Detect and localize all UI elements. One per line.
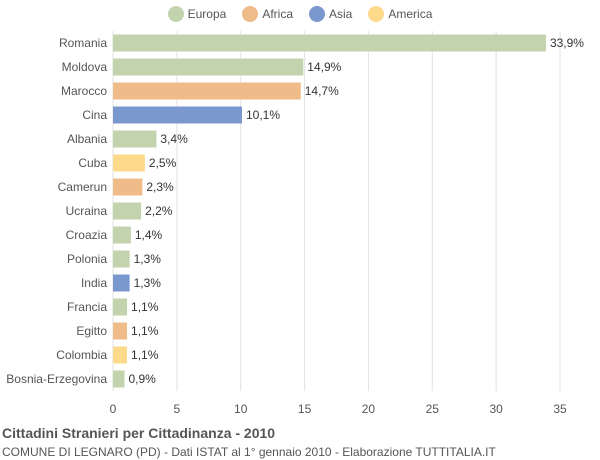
value-label: 33,9% bbox=[550, 36, 584, 50]
legend-label: America bbox=[388, 7, 433, 21]
category-label: Ucraina bbox=[66, 204, 108, 218]
bar-egitto bbox=[113, 322, 128, 340]
bar-cuba bbox=[113, 154, 145, 172]
value-label: 1,3% bbox=[134, 252, 162, 266]
bars bbox=[113, 34, 546, 388]
category-label: Cuba bbox=[78, 156, 107, 170]
category-label: Marocco bbox=[61, 84, 107, 98]
legend-swatch bbox=[242, 6, 259, 22]
legend-item-africa: Africa bbox=[242, 6, 293, 22]
category-label: Bosnia-Erzegovina bbox=[6, 372, 107, 386]
category-label: Camerun bbox=[58, 180, 107, 194]
category-label: Colombia bbox=[56, 348, 107, 362]
category-label: Albania bbox=[67, 132, 107, 146]
value-label: 1,1% bbox=[131, 324, 159, 338]
value-label: 1,1% bbox=[131, 348, 159, 362]
x-tick-label: 20 bbox=[362, 402, 376, 416]
bar-croazia bbox=[113, 226, 131, 244]
category-label: Egitto bbox=[76, 324, 107, 338]
bar-francia bbox=[113, 298, 128, 316]
value-labels: 33,9% 14,9% 14,7% 10,1% 3,4% 2,5% 2,3% 2,2% 1,4%… bbox=[128, 36, 584, 386]
bar-bosnia-erzegovina bbox=[113, 370, 125, 388]
value-label: 1,3% bbox=[134, 276, 162, 290]
legend-label: Europa bbox=[187, 7, 227, 21]
bar-india bbox=[113, 274, 130, 292]
chart-legend: Europa Africa Asia America bbox=[0, 6, 600, 22]
legend-swatch bbox=[368, 6, 385, 22]
legend-label: Asia bbox=[329, 7, 353, 21]
x-tick-label: 30 bbox=[489, 402, 503, 416]
bar-moldova bbox=[113, 58, 304, 76]
value-label: 14,7% bbox=[305, 84, 339, 98]
bar-colombia bbox=[113, 346, 128, 364]
category-label: India bbox=[81, 276, 107, 290]
category-label: Romania bbox=[59, 36, 107, 50]
legend-swatch bbox=[309, 6, 326, 22]
value-label: 14,9% bbox=[307, 60, 341, 74]
legend-item-europa: Europa bbox=[167, 6, 227, 22]
legend-item-asia: Asia bbox=[309, 6, 352, 22]
bar-albania bbox=[113, 130, 157, 148]
bar-camerun bbox=[113, 178, 143, 196]
value-label: 1,1% bbox=[131, 300, 159, 314]
category-label: Croazia bbox=[66, 228, 108, 242]
legend-label: Africa bbox=[262, 7, 294, 21]
bar-polonia bbox=[113, 250, 130, 268]
x-tick-label: 25 bbox=[426, 402, 440, 416]
x-tick-label: 10 bbox=[234, 402, 248, 416]
bar-chart: Romania Moldova Marocco Cina Albania Cuba Came… bbox=[6, 31, 584, 416]
bar-cina bbox=[113, 106, 242, 124]
value-label: 2,5% bbox=[149, 156, 177, 170]
legend-swatch bbox=[167, 6, 184, 22]
legend-item-america: America bbox=[368, 6, 432, 22]
bar-romania bbox=[113, 34, 546, 52]
x-axis-ticks: 0 5 10 15 20 25 30 35 bbox=[110, 402, 567, 416]
category-label: Cina bbox=[82, 108, 107, 122]
bar-marocco bbox=[113, 82, 301, 100]
x-tick-label: 5 bbox=[174, 402, 181, 416]
category-label: Francia bbox=[67, 300, 107, 314]
bar-ucraina bbox=[113, 202, 142, 220]
value-label: 2,2% bbox=[145, 204, 173, 218]
x-tick-label: 35 bbox=[553, 402, 567, 416]
x-tick-label: 0 bbox=[110, 402, 117, 416]
value-label: 2,3% bbox=[146, 180, 174, 194]
category-label: Moldova bbox=[62, 60, 108, 74]
value-label: 0,9% bbox=[128, 372, 156, 386]
chart-footer-title: Cittadini Stranieri per Cittadinanza - 2… bbox=[2, 425, 276, 441]
chart-footer-subtitle: COMUNE DI LEGNARO (PD) - Dati ISTAT al 1… bbox=[2, 445, 496, 459]
value-label: 3,4% bbox=[160, 132, 188, 146]
x-tick-label: 15 bbox=[298, 402, 312, 416]
value-label: 1,4% bbox=[135, 228, 163, 242]
category-labels: Romania Moldova Marocco Cina Albania Cuba Came… bbox=[6, 36, 107, 386]
category-label: Polonia bbox=[67, 252, 107, 266]
value-label: 10,1% bbox=[246, 108, 280, 122]
